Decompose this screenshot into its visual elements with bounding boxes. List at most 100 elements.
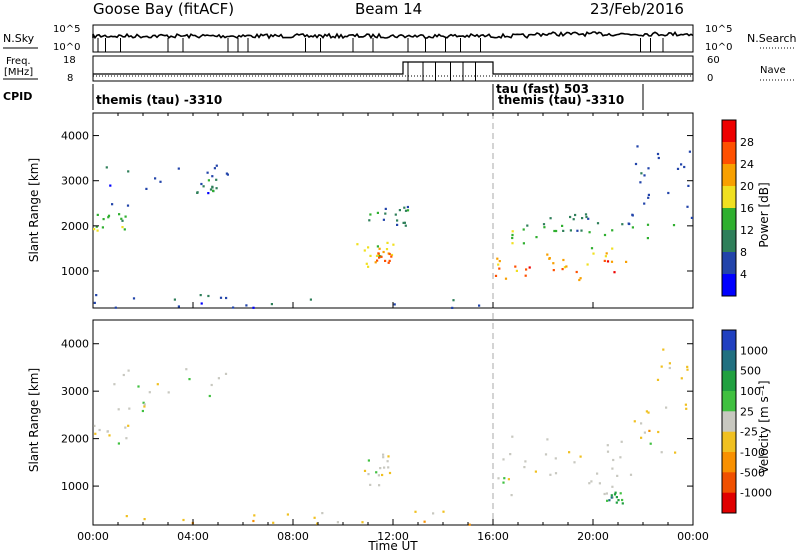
data-cell	[643, 174, 646, 177]
data-cell	[106, 430, 109, 433]
data-cell	[574, 213, 577, 217]
data-cell	[605, 492, 608, 495]
data-cell	[534, 470, 537, 473]
freq-left-tick-bottom: 8	[67, 73, 73, 84]
data-cell	[159, 180, 162, 183]
data-cell	[365, 262, 368, 265]
data-cell	[185, 368, 188, 371]
data-cell	[643, 202, 646, 205]
data-cell	[549, 473, 552, 476]
data-cell	[378, 247, 381, 250]
data-cell	[573, 461, 576, 464]
data-cell	[127, 369, 130, 372]
colorbar-segment	[722, 411, 736, 433]
data-cell	[394, 213, 397, 216]
data-cell	[361, 521, 364, 524]
data-cell	[688, 150, 691, 153]
x-tick-label: 04:00	[177, 530, 209, 543]
data-cell	[676, 167, 680, 170]
noise-left-tick-bottom: 10^0	[53, 42, 80, 53]
data-cell	[367, 265, 370, 268]
x-tick-label: 00:00	[677, 530, 709, 543]
data-cell	[668, 366, 671, 370]
data-cell	[621, 223, 624, 226]
data-cell	[621, 498, 624, 502]
data-cell	[611, 467, 614, 470]
data-cell	[376, 259, 379, 262]
data-cell	[390, 253, 394, 257]
y-tick-label: 2000	[61, 433, 89, 446]
power-colorbar-label: Power [dB]	[757, 182, 771, 247]
data-cell	[128, 407, 131, 410]
data-cell	[387, 455, 390, 458]
data-cell	[629, 473, 633, 476]
data-cell	[524, 274, 527, 277]
data-cell	[640, 436, 643, 439]
noise-left-label: N.Sky	[3, 32, 35, 45]
data-cell	[640, 422, 643, 425]
data-cell	[382, 250, 385, 254]
data-cell	[523, 466, 526, 469]
colorbar-tick-label: -1000	[740, 487, 772, 500]
data-cell	[575, 270, 578, 274]
cpid-entry-3: themis (tau) -3310	[498, 93, 624, 107]
data-cell	[468, 523, 471, 526]
data-cell	[177, 167, 180, 170]
noise-left-tick-top: 10^5	[53, 24, 80, 35]
data-cell	[569, 229, 572, 232]
colorbar-tick-label: -100	[740, 446, 765, 459]
data-cell	[270, 303, 273, 306]
data-cell	[546, 253, 549, 256]
cpid-label: CPID	[3, 90, 32, 103]
data-cell	[665, 406, 668, 409]
colorbar-segment	[722, 142, 736, 165]
data-cell	[634, 162, 638, 166]
data-cell	[200, 302, 203, 305]
cpid-entry-1: themis (tau) -3310	[96, 93, 222, 107]
freq-line	[93, 61, 693, 75]
x-tick-label: 00:00	[77, 530, 109, 543]
data-cell	[544, 453, 548, 456]
data-cell	[369, 213, 372, 216]
x-tick-label: 12:00	[377, 530, 409, 543]
data-cell	[478, 304, 481, 307]
data-cell	[646, 223, 650, 226]
data-cell	[381, 473, 384, 477]
data-cell	[207, 294, 210, 298]
data-cell	[685, 407, 688, 410]
data-cell	[93, 301, 96, 304]
data-cell	[252, 519, 255, 523]
data-cell	[117, 442, 120, 445]
y-tick-label: 1000	[61, 480, 89, 493]
x-tick-label: 16:00	[477, 530, 509, 543]
colorbar-segment	[722, 330, 736, 351]
data-cell	[562, 258, 565, 262]
data-cell	[369, 254, 372, 257]
data-cell	[202, 185, 205, 188]
power-yticks: 1000 2000 3000 4000	[61, 130, 693, 278]
data-cell	[207, 179, 210, 182]
colorbar-segment	[722, 452, 736, 473]
power-ylabel: Slant Range [km]	[27, 158, 41, 262]
x-axis-label: Time UT	[367, 539, 418, 553]
data-cell	[392, 243, 395, 246]
data-cell	[316, 522, 319, 525]
colorbar-segment	[722, 208, 736, 231]
data-cell	[182, 518, 185, 522]
data-cell	[656, 152, 660, 156]
data-cell	[552, 262, 555, 265]
data-cell	[208, 394, 211, 398]
data-cell	[272, 521, 275, 524]
data-cell	[167, 391, 170, 394]
freq-left-tick-top: 18	[63, 55, 76, 66]
data-cell	[210, 383, 213, 387]
data-cell	[383, 466, 386, 469]
data-cell	[388, 252, 391, 256]
data-cell	[497, 477, 500, 480]
data-cell	[498, 260, 501, 263]
data-cell	[206, 171, 209, 174]
data-cell	[657, 430, 660, 434]
data-cell	[576, 229, 579, 232]
data-cell	[96, 229, 99, 232]
data-cell	[375, 471, 378, 474]
